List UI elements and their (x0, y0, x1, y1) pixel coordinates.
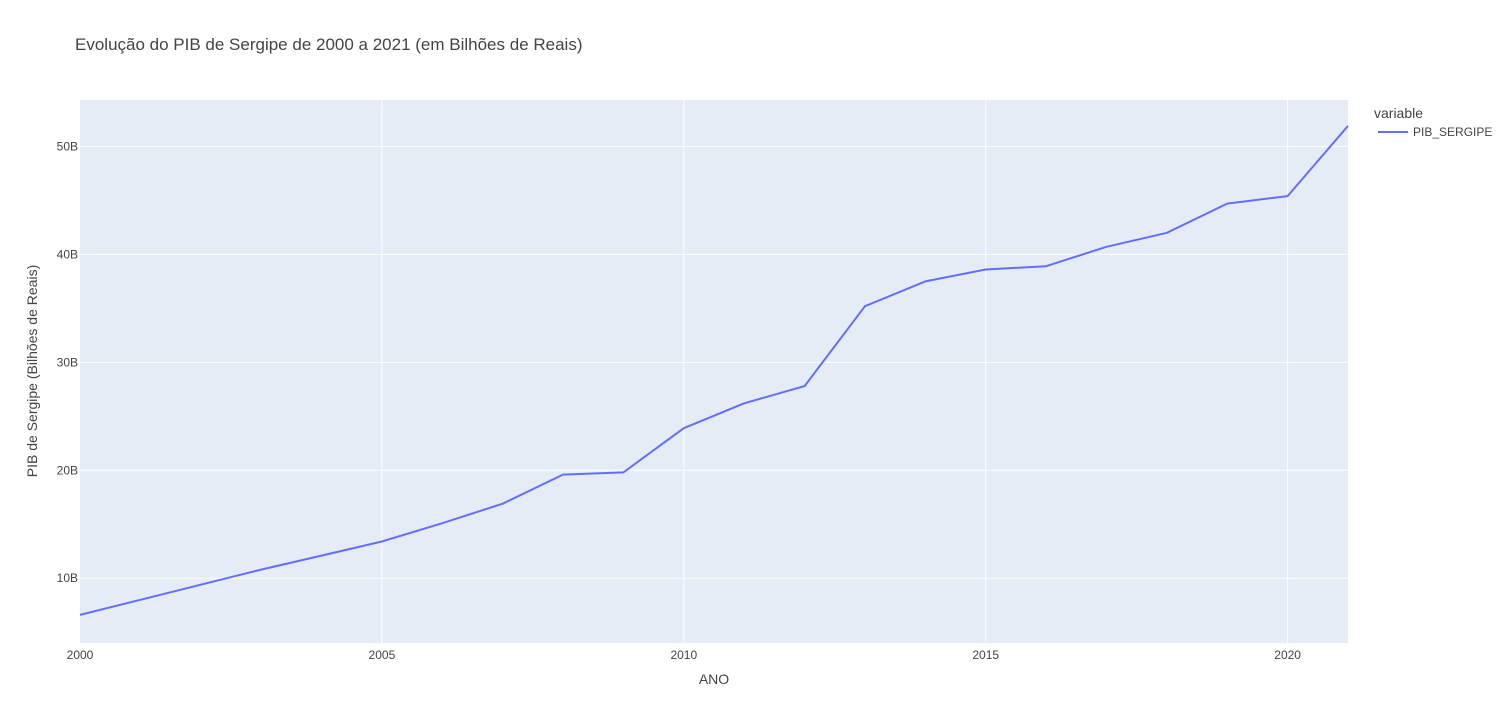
series-line-pib-sergipe[interactable] (79, 125, 1349, 616)
data-point[interactable] (197, 581, 205, 589)
data-point[interactable] (982, 265, 990, 273)
data-point[interactable] (619, 468, 627, 476)
chart-title: Evolução do PIB de Sergipe de 2000 a 202… (75, 35, 583, 54)
data-point[interactable] (1163, 229, 1171, 237)
plot-area (80, 100, 1348, 643)
data-point[interactable] (136, 596, 144, 604)
data-point[interactable] (680, 424, 688, 432)
data-point[interactable] (318, 552, 326, 560)
y-axis-ticks: 10B 20B 30B 40B 50B (57, 139, 78, 585)
data-point[interactable] (1223, 200, 1231, 208)
y-tick-label: 10B (57, 571, 78, 585)
data-point[interactable] (740, 399, 748, 407)
y-tick-label: 30B (57, 355, 78, 369)
x-tick-label: 2010 (670, 648, 697, 662)
x-axis-title: ANO (699, 671, 729, 687)
data-point[interactable] (559, 471, 567, 479)
legend-label-pib-sergipe[interactable]: PIB_SERGIPE (1413, 125, 1492, 139)
data-point[interactable] (921, 277, 929, 285)
legend[interactable]: variable PIB_SERGIPE (1374, 105, 1492, 139)
data-point[interactable] (801, 382, 809, 390)
gridlines (80, 100, 1348, 643)
data-point[interactable] (1042, 262, 1050, 270)
data-point[interactable] (861, 302, 869, 310)
y-tick-label: 20B (57, 463, 78, 477)
x-tick-label: 2000 (67, 648, 94, 662)
y-axis-title: PIB de Sergipe (Bilhões de Reais) (24, 265, 40, 477)
x-tick-label: 2005 (369, 648, 396, 662)
y-tick-label: 40B (57, 247, 78, 261)
legend-title: variable (1374, 105, 1423, 121)
data-point[interactable] (378, 538, 386, 546)
data-point[interactable] (438, 519, 446, 527)
data-point[interactable] (1102, 243, 1110, 251)
series-lines (76, 122, 1352, 619)
data-point[interactable] (1284, 192, 1292, 200)
x-tick-label: 2020 (1274, 648, 1301, 662)
x-tick-label: 2015 (972, 648, 999, 662)
data-point[interactable] (76, 611, 84, 619)
y-tick-label: 50B (57, 139, 78, 153)
data-point[interactable] (499, 500, 507, 508)
data-point[interactable] (1344, 122, 1352, 130)
x-axis-ticks: 2000 2005 2010 2015 2020 (67, 648, 1302, 662)
data-point[interactable] (257, 566, 265, 574)
